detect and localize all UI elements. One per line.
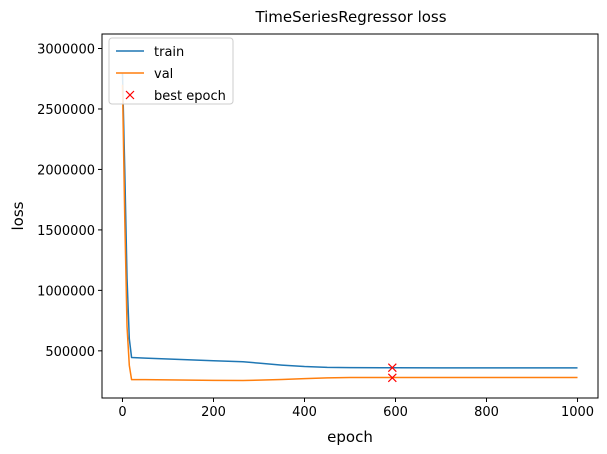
legend-label: val — [154, 67, 173, 82]
legend: train val best epoch — [108, 37, 234, 105]
val-series-line — [121, 84, 578, 382]
plot-frame — [101, 33, 599, 399]
plot-area — [121, 72, 578, 383]
x-tick-label: 0 — [118, 405, 126, 420]
chart-title: TimeSeriesRegressor loss — [254, 8, 446, 26]
legend-marker — [125, 90, 135, 100]
y-axis-label: loss — [9, 201, 27, 230]
y-axis: 500000 1000000 1500000 2000000 2500000 300000… — [37, 43, 102, 360]
legend-label: best epoch — [154, 89, 226, 104]
x-tick-label: 600 — [383, 405, 408, 420]
x-tick-label: 800 — [474, 405, 499, 420]
best-epoch-marker — [387, 363, 397, 373]
y-tick-label: 500000 — [45, 345, 95, 360]
legend-box — [108, 37, 234, 105]
x-tick-label: 200 — [201, 405, 226, 420]
x-tick-label: 1000 — [561, 405, 594, 420]
x-axis-label: epoch — [327, 428, 373, 446]
y-tick-label: 2500000 — [37, 103, 95, 118]
x-tick-label: 400 — [292, 405, 317, 420]
y-tick-label: 1500000 — [37, 224, 95, 239]
train-series-line — [121, 72, 578, 369]
y-tick-label: 3000000 — [37, 43, 95, 58]
y-tick-label: 2000000 — [37, 163, 95, 178]
best-epoch-marker — [387, 373, 397, 383]
x-axis: 0 200 400 600 800 1000 — [118, 398, 594, 420]
y-tick-label: 1000000 — [37, 284, 95, 299]
legend-label: train — [154, 45, 184, 60]
